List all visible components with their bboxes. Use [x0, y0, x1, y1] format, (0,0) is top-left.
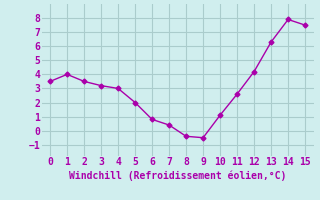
- X-axis label: Windchill (Refroidissement éolien,°C): Windchill (Refroidissement éolien,°C): [69, 170, 286, 181]
